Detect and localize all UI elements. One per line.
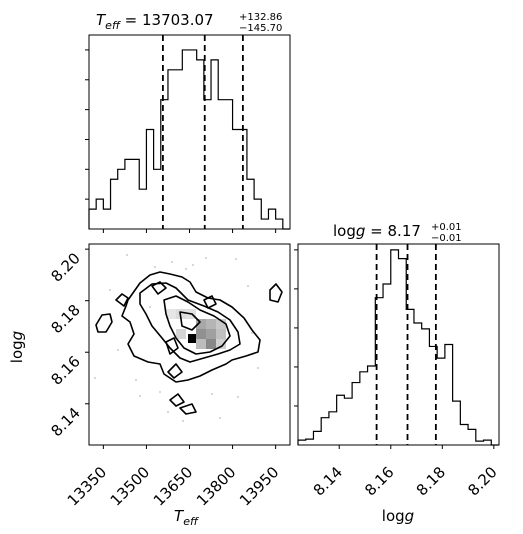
scatter-point [247, 285, 249, 287]
y-tick-label: 8.14 [47, 404, 83, 440]
scatter-point [94, 377, 96, 379]
scatter-point [205, 257, 207, 259]
contour-island-bottom [167, 363, 183, 379]
teff-title: Teff = 13703.07 [96, 11, 214, 32]
density-cell [216, 329, 226, 339]
logg-title-sup: +0.01 [431, 222, 462, 233]
scatter-point [185, 268, 187, 270]
teff-title-sup: +132.86 [239, 12, 282, 23]
x-tick-label: 8.20 [464, 463, 500, 499]
teff-quantile-lines [162, 35, 244, 229]
density-cell [216, 339, 226, 349]
scatter-point [257, 367, 259, 369]
scatter-point [251, 332, 253, 334]
contour-island-top [151, 281, 167, 295]
scatter-point [219, 417, 221, 419]
scatter-point [182, 420, 184, 422]
x-tick-label: 13350 [64, 463, 110, 509]
density-cell [196, 339, 206, 349]
logg-histogram-bars [297, 249, 499, 446]
x-tick-label: 8.18 [413, 463, 449, 499]
scatter-point [159, 391, 161, 393]
teff-histogram-frame [88, 34, 291, 230]
teff-histogram-step [88, 49, 290, 230]
scatter-point [211, 393, 213, 395]
contour-island-lowest [179, 403, 197, 415]
contour-y-label: logg [8, 331, 26, 363]
logg-title: logg = 8.17 [333, 222, 421, 240]
contour-y-ticks: 8.14 8.16 8.18 8.20 [47, 248, 89, 440]
logg-x-label: logg [382, 507, 414, 525]
contour-island-right [269, 283, 283, 303]
contour-lines [95, 271, 283, 415]
logg-y-ticks [294, 249, 298, 407]
density-cells [166, 309, 226, 349]
logg-quantile-lines [375, 244, 437, 445]
scatter-point [126, 254, 128, 256]
scatter-point [237, 396, 239, 398]
density-cell [176, 329, 186, 339]
scatter-point [235, 258, 237, 260]
contour-island-left-small [115, 293, 129, 307]
scatter-point [154, 266, 156, 268]
logg-x-ticks: 8.14 8.16 8.18 8.20 [310, 445, 501, 499]
density-cell [188, 334, 196, 343]
density-cell [196, 329, 206, 339]
contour-island-middle [165, 337, 179, 355]
contour-x-label: Teff [174, 507, 199, 528]
density-cell [216, 319, 226, 329]
x-tick-label: 8.16 [361, 463, 397, 499]
x-tick-label: 13500 [107, 463, 153, 509]
scatter-point [135, 379, 137, 381]
x-tick-label: 13650 [150, 463, 196, 509]
teff-y-ticks [85, 49, 89, 200]
density-cell [166, 309, 176, 319]
teff-title-inf: −145.70 [239, 23, 282, 34]
contour-inner-core [179, 311, 201, 331]
contour-island-lower [169, 393, 185, 407]
teff-histogram-panel: Teff = 13703.07 +132.86 −145.70 [85, 11, 291, 233]
contour-island-center [203, 295, 217, 309]
scatter-point [109, 289, 111, 291]
logg-title-inf: −0.01 [431, 233, 462, 244]
scatter-point [139, 395, 141, 397]
scatter-point [192, 264, 194, 266]
density-cell [206, 319, 216, 329]
density-cell [206, 329, 216, 339]
scatter-points [94, 254, 259, 422]
x-tick-label: 13950 [236, 463, 282, 509]
contour-frame [88, 243, 291, 446]
logg-histogram-frame [297, 243, 500, 446]
scatter-point [171, 261, 173, 263]
scatter-point [167, 411, 169, 413]
contour-outer [121, 271, 261, 383]
contour-middle [139, 282, 241, 363]
contour-inner [163, 295, 231, 355]
x-tick-label: 13800 [193, 463, 239, 509]
y-tick-label: 8.20 [47, 249, 83, 285]
y-tick-label: 8.16 [47, 352, 83, 388]
teff-x-ticks [102, 229, 277, 233]
y-tick-label: 8.18 [47, 301, 83, 337]
contour-island-left [95, 313, 113, 333]
scatter-point [149, 306, 151, 308]
teff-histogram-bars [88, 49, 290, 230]
scatter-point [117, 349, 119, 351]
x-tick-label: 8.14 [310, 463, 346, 499]
density-cell [196, 319, 206, 329]
logg-histogram-panel: logg = 8.17 +0.01 −0.01 8.14 8.16 8.18 8.20… [294, 222, 501, 525]
logg-histogram-step [297, 249, 499, 446]
density-cell [206, 339, 216, 349]
